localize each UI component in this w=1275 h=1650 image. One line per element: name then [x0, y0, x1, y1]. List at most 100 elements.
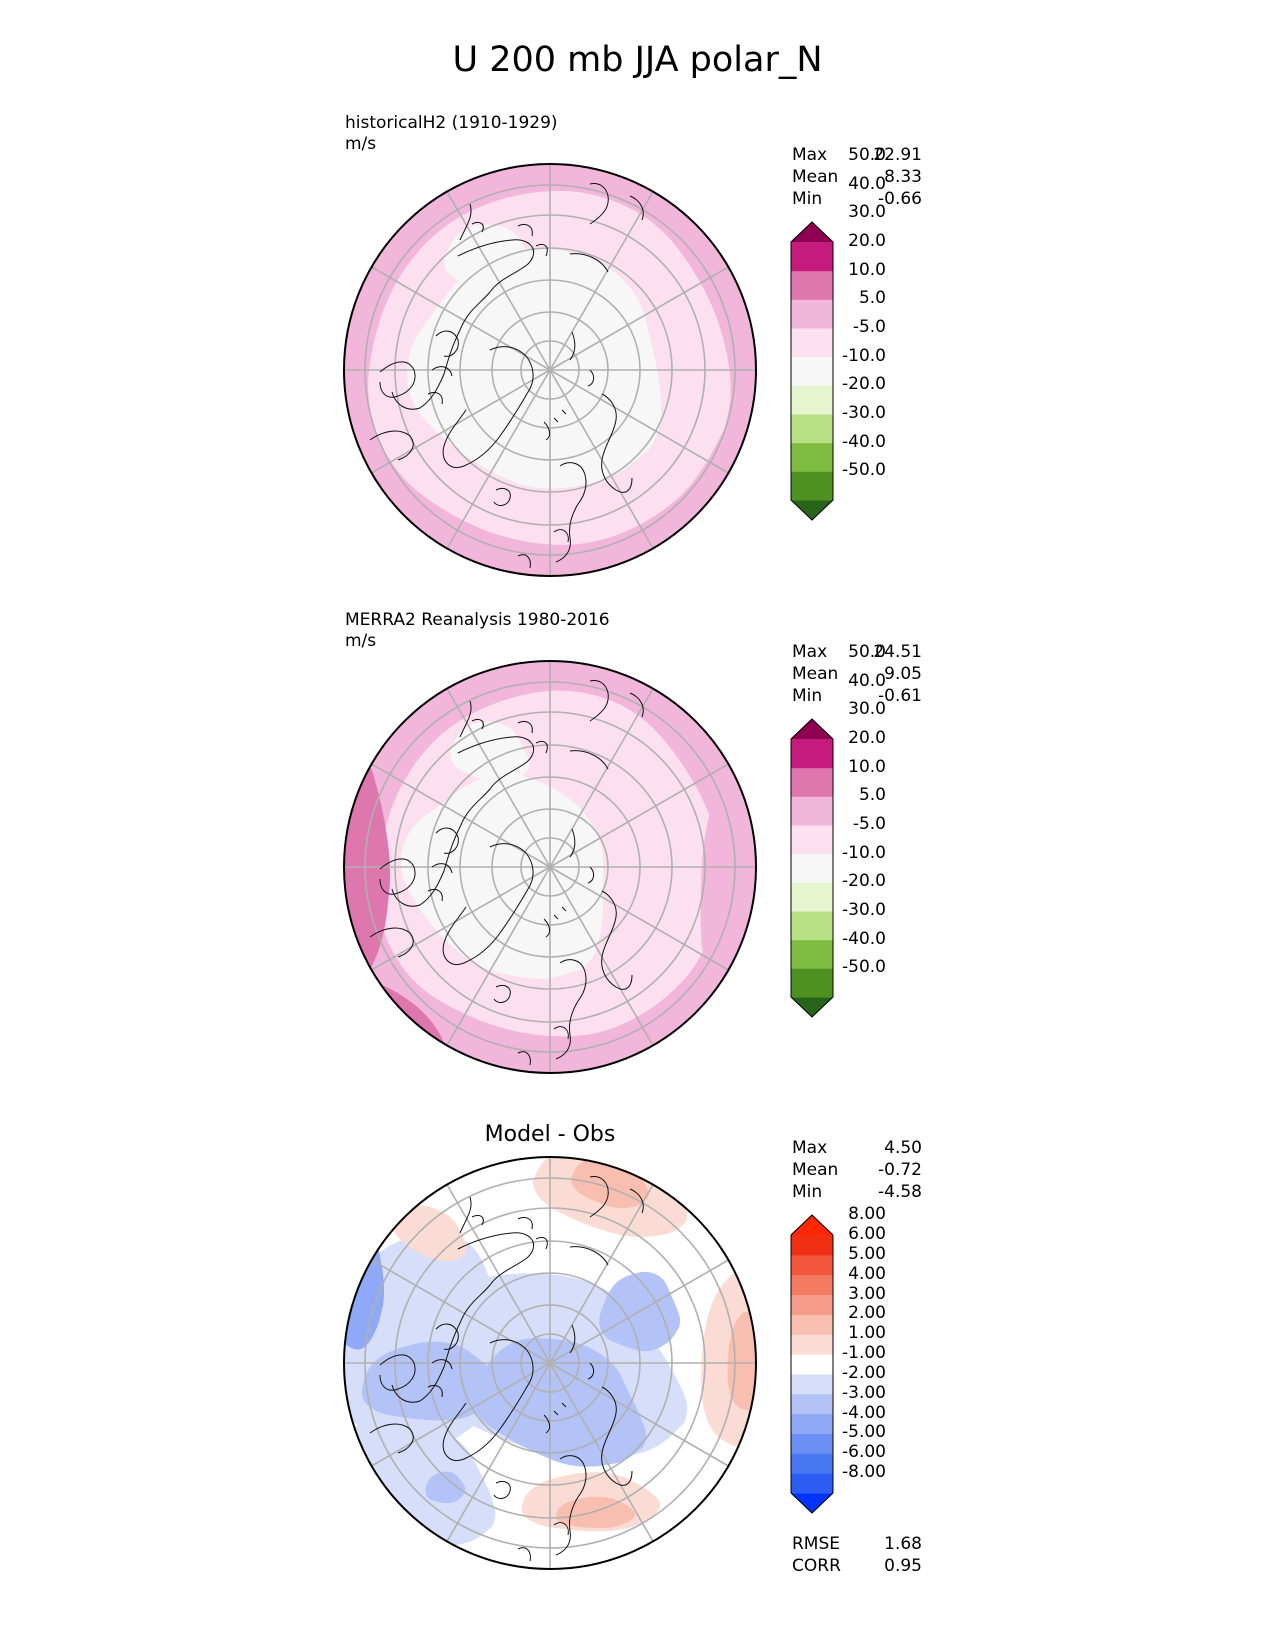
colorbar-tick-label: 50.0 [848, 145, 886, 165]
contour-band [556, 1496, 637, 1529]
colorbar-tick-label: -20.0 [842, 871, 886, 892]
meridian-line [446, 369, 551, 549]
panel1-stats: Max 22.91 Mean 8.33 Min -0.66 [792, 144, 922, 210]
colorbar-tick-label: 40.0 [848, 670, 886, 691]
colorbar-bin [791, 1453, 833, 1474]
colorbar-tick-label: 1.00 [848, 1323, 886, 1344]
colorbar-bin [791, 882, 833, 912]
colorbar-bin [791, 1294, 833, 1315]
colorbar-tick-label: 30.0 [848, 699, 886, 720]
coastline [427, 1323, 459, 1398]
colorbar-tick-label: -50.0 [842, 460, 886, 481]
coastline [543, 409, 567, 441]
colorbar-bin [791, 968, 833, 998]
panel3-colorbar [790, 1214, 834, 1514]
meridian-line [549, 369, 654, 549]
meridian-line [371, 1259, 551, 1364]
colorbar-tick-label: 5.0 [858, 785, 886, 806]
colorbar-bin [791, 270, 833, 300]
panel2-stats: Max 24.51 Mean 9.05 Min -0.61 [792, 641, 922, 707]
coastline [493, 984, 511, 1003]
colorbar-bin [791, 1413, 833, 1434]
figure-title: U 200 mb JJA polar_N [452, 40, 823, 80]
meridian-line [446, 191, 551, 371]
meridian-line [549, 1259, 729, 1364]
map-boundary [343, 1156, 757, 1570]
coastline [493, 1480, 511, 1499]
panel1-title: historicalH2 (1910-1929) [345, 113, 558, 133]
colorbar-tick-label: 5.00 [848, 1243, 886, 1264]
colorbar-bin [791, 242, 833, 272]
colorbar-tick-label: -5.0 [852, 814, 886, 834]
coastline [569, 1324, 595, 1380]
colorbar-bin [791, 739, 833, 769]
coastline [629, 195, 644, 221]
meridian-line [371, 763, 551, 868]
colorbar-outline [790, 221, 834, 521]
colorbar-bin [791, 414, 833, 444]
colorbar-bin [791, 1314, 833, 1335]
coastline [601, 393, 633, 493]
metric-row: CORR 0.95 [792, 1556, 922, 1576]
coastline [569, 680, 609, 770]
colorbar-outline [790, 718, 834, 1018]
panel2-title: MERRA2 Reanalysis 1980-2016 [345, 610, 610, 630]
meridian-line [549, 1362, 729, 1467]
meridian-line [446, 1184, 551, 1364]
coastline [391, 736, 534, 907]
colorbar-tick-label: -8.00 [842, 1462, 886, 1483]
coastline [555, 959, 587, 1060]
colorbar-tick-label: -5.00 [842, 1422, 886, 1443]
stat-row: Max 24.51 [792, 642, 922, 662]
colorbar-bin [791, 299, 833, 329]
coastline [569, 828, 595, 884]
coastline [517, 223, 548, 257]
colorbar-tick-label: 8.00 [848, 1204, 886, 1225]
colorbar-bin [791, 328, 833, 358]
colorbar-tick-label: -10.0 [842, 345, 886, 366]
colorbar-bin [791, 767, 833, 797]
meridian-line [446, 866, 551, 1046]
colorbar-bin [791, 471, 833, 501]
colorbar-outline [790, 1214, 834, 1514]
coastline [629, 692, 644, 718]
coastline [369, 927, 414, 958]
coastline [569, 331, 595, 387]
stat-row: Min -4.58 [792, 1182, 922, 1202]
colorbar-bin [791, 1354, 833, 1375]
meridian-line [549, 866, 654, 1046]
colorbar-tick-label: 4.00 [848, 1263, 886, 1284]
coastline [459, 700, 484, 738]
colorbar-tick-label: 20.0 [848, 728, 886, 748]
stat-row: Mean 9.05 [792, 664, 922, 684]
coastline [427, 330, 459, 405]
stat-row: Mean -0.72 [792, 1160, 922, 1180]
colorbar-bin [791, 356, 833, 386]
colorbar-bin [791, 1373, 833, 1395]
colorbar-extend-low [791, 1493, 833, 1513]
colorbar-tick-label: 30.0 [848, 202, 886, 223]
coastline [517, 1216, 548, 1250]
coastline [379, 858, 416, 895]
colorbar-extend-high [791, 1215, 833, 1235]
colorbar-tick-label: 20.0 [848, 231, 886, 251]
coastline [601, 1386, 633, 1486]
meridian-line [446, 688, 551, 868]
colorbar-tick-label: 6.00 [848, 1224, 886, 1244]
colorbar-tick-label: -40.0 [842, 431, 886, 452]
coastline [629, 1188, 644, 1214]
colorbar-tick-label: -1.00 [842, 1343, 886, 1364]
colorbar-bin [791, 796, 833, 826]
meridian-line [549, 369, 729, 474]
colorbar-bin [791, 1254, 833, 1276]
stat-row: Max 4.50 [792, 1138, 922, 1158]
coastline [459, 203, 484, 241]
coastline [517, 529, 569, 569]
map-boundary [343, 660, 757, 1074]
colorbar-tick-label: 3.00 [848, 1283, 886, 1304]
meridian-line [371, 369, 551, 474]
colorbar-bin [791, 1334, 833, 1355]
colorbar-extend-high [791, 222, 833, 242]
stat-row: Mean 8.33 [792, 167, 922, 187]
coastline [517, 1026, 569, 1066]
